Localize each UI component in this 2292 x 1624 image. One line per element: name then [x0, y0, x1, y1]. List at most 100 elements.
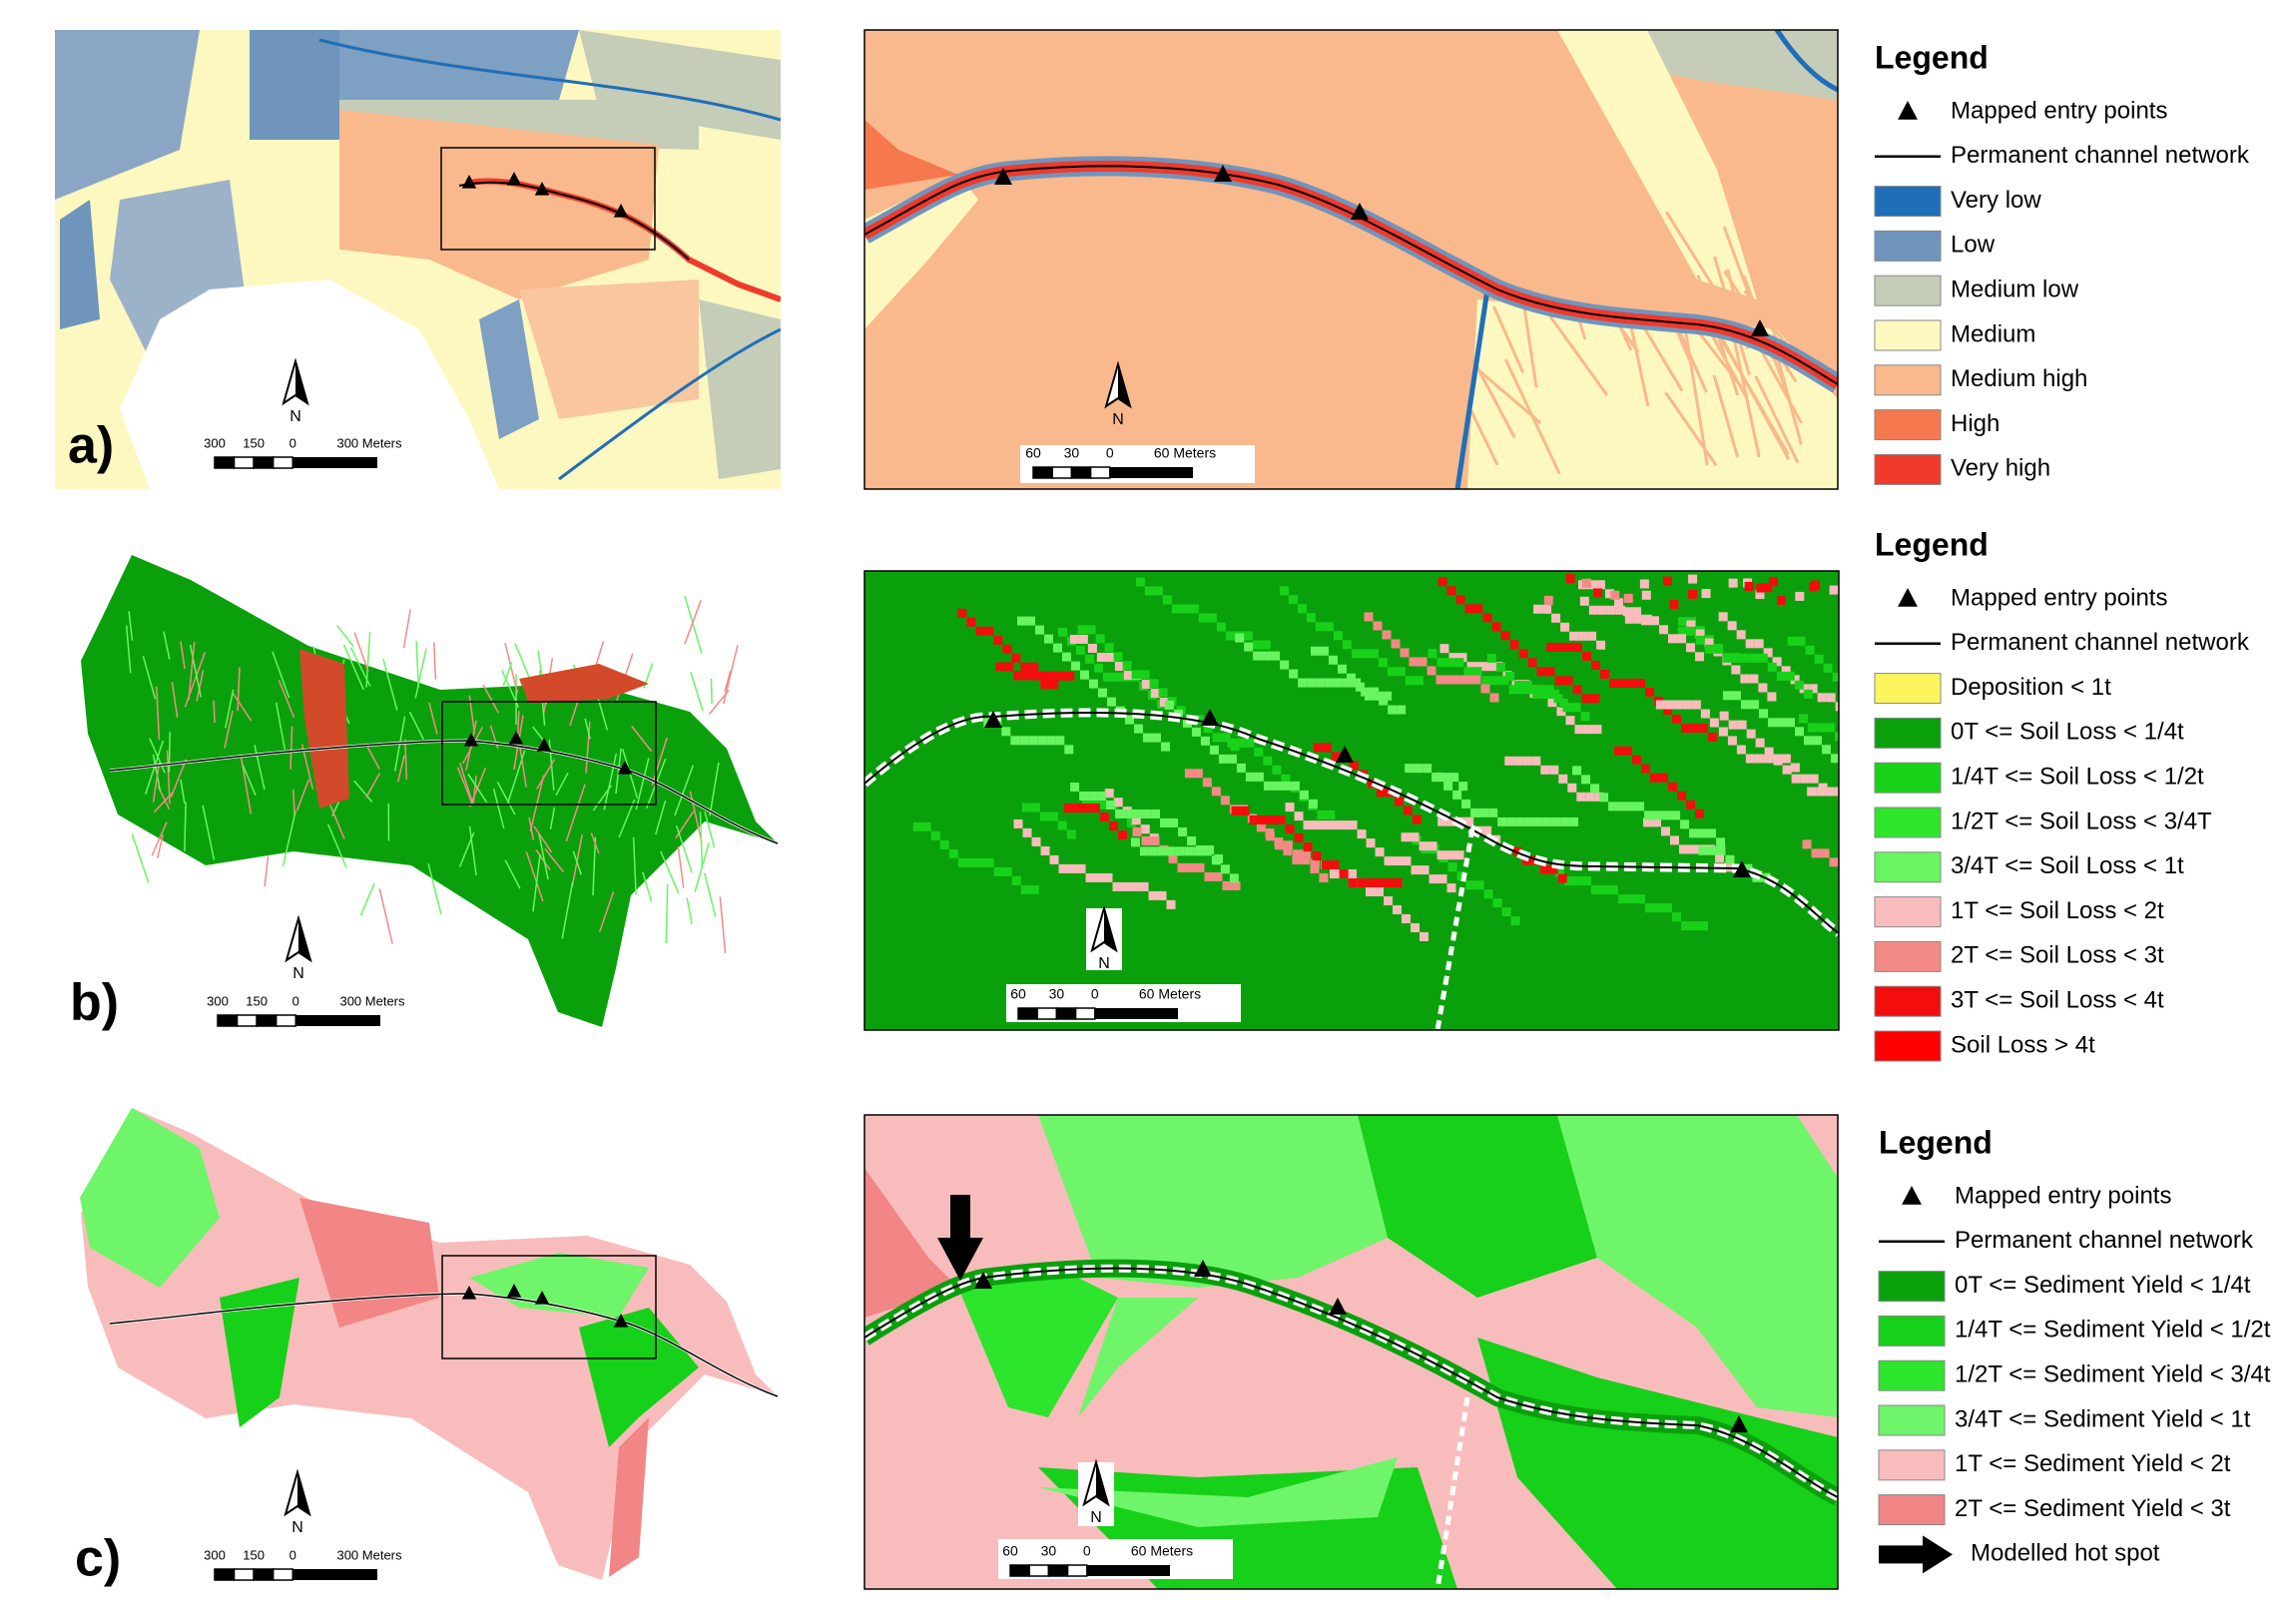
cell: [1608, 885, 1618, 895]
cell: [1445, 658, 1455, 668]
cell: [1445, 850, 1455, 860]
rill: [458, 831, 475, 867]
scale-bar: [1089, 466, 1111, 479]
cell: [1249, 814, 1259, 824]
cell: [957, 857, 967, 867]
cell: [1193, 846, 1203, 856]
cell: [1117, 829, 1127, 839]
cell: [1546, 642, 1556, 652]
cell: [1499, 676, 1509, 686]
cell: [1526, 685, 1536, 695]
map-area: [519, 279, 699, 419]
cell: [1688, 844, 1698, 854]
cell: [1106, 697, 1116, 707]
rill: [535, 848, 551, 870]
stream: [1434, 827, 1475, 1030]
map-area: [699, 299, 781, 479]
legend-swatch: [1874, 940, 1942, 972]
cell: [1397, 705, 1407, 715]
cell: [1222, 880, 1232, 890]
rill: [632, 836, 637, 895]
cell: [1236, 763, 1246, 773]
cell: [1661, 826, 1671, 836]
cell: [1378, 658, 1388, 668]
cell: [1471, 675, 1481, 685]
cell: [995, 662, 1005, 672]
extent-box: [441, 701, 657, 806]
cell: [1097, 688, 1107, 698]
cell: [1040, 680, 1050, 690]
cell: [1281, 781, 1291, 791]
legend-swatch: [1874, 851, 1942, 883]
cell: [1902, 884, 1911, 893]
map-texture: [1712, 374, 1740, 458]
legend-label: Medium low: [1951, 276, 2079, 303]
entry-point: [1214, 165, 1232, 182]
cell: [1236, 738, 1246, 748]
cell: [1288, 595, 1298, 605]
cell: [1342, 640, 1352, 650]
cell: [1486, 654, 1496, 664]
cell: [1707, 845, 1717, 855]
rill: [592, 836, 597, 896]
cell: [1472, 667, 1482, 677]
rill: [233, 693, 253, 722]
cell: [1141, 679, 1151, 689]
cell: [1591, 660, 1601, 670]
cell: [1077, 625, 1087, 635]
cell: [1464, 604, 1474, 614]
scale-bar: [272, 456, 293, 469]
cell: [1769, 577, 1779, 587]
rill: [242, 764, 257, 796]
cell: [1104, 789, 1114, 799]
rill: [665, 883, 669, 944]
cell: [1209, 745, 1219, 755]
scale-bar: [1051, 466, 1073, 479]
cell: [1157, 890, 1167, 900]
cell: [1527, 658, 1537, 668]
cell: [1140, 670, 1150, 680]
cell: [1106, 800, 1116, 810]
map-area: [120, 279, 499, 489]
cell: [1840, 754, 1849, 763]
cell: [1807, 787, 1817, 797]
legend-swatch: [1874, 807, 1942, 838]
map-area: [469, 1253, 649, 1318]
entry-point: [536, 738, 552, 752]
cell: [1483, 889, 1493, 899]
cell: [1540, 690, 1550, 700]
cell: [1272, 765, 1282, 775]
map-area: [55, 30, 200, 200]
map-texture: [1731, 331, 1761, 458]
cell: [912, 821, 922, 831]
cell: [1207, 613, 1217, 623]
cell: [1090, 803, 1100, 812]
cell: [1227, 754, 1237, 764]
map-texture: [1633, 172, 1663, 306]
legend-label: 1/2T <= Soil Loss < 3/4T: [1951, 808, 2212, 834]
cell: [1085, 872, 1095, 882]
cell: [1140, 824, 1150, 834]
rill: [378, 888, 393, 944]
rill: [724, 670, 732, 693]
cell: [1699, 723, 1709, 733]
cell: [1307, 678, 1317, 688]
north-label: N: [1112, 411, 1124, 428]
rill: [631, 726, 653, 753]
cell: [1436, 850, 1446, 860]
cell: [1130, 881, 1140, 891]
cell: [1262, 651, 1272, 661]
entry-point: [508, 731, 524, 745]
cell: [1767, 662, 1777, 672]
scale-label: 30: [1041, 1543, 1057, 1559]
cell: [1166, 846, 1176, 856]
legend-arrow: [1879, 1535, 1953, 1574]
cell: [1274, 837, 1284, 847]
rill: [572, 850, 583, 875]
cell: [1817, 693, 1827, 703]
entry-point: [1898, 101, 1918, 120]
cell: [1285, 823, 1295, 833]
cell: [1157, 846, 1167, 856]
rill: [180, 779, 186, 805]
